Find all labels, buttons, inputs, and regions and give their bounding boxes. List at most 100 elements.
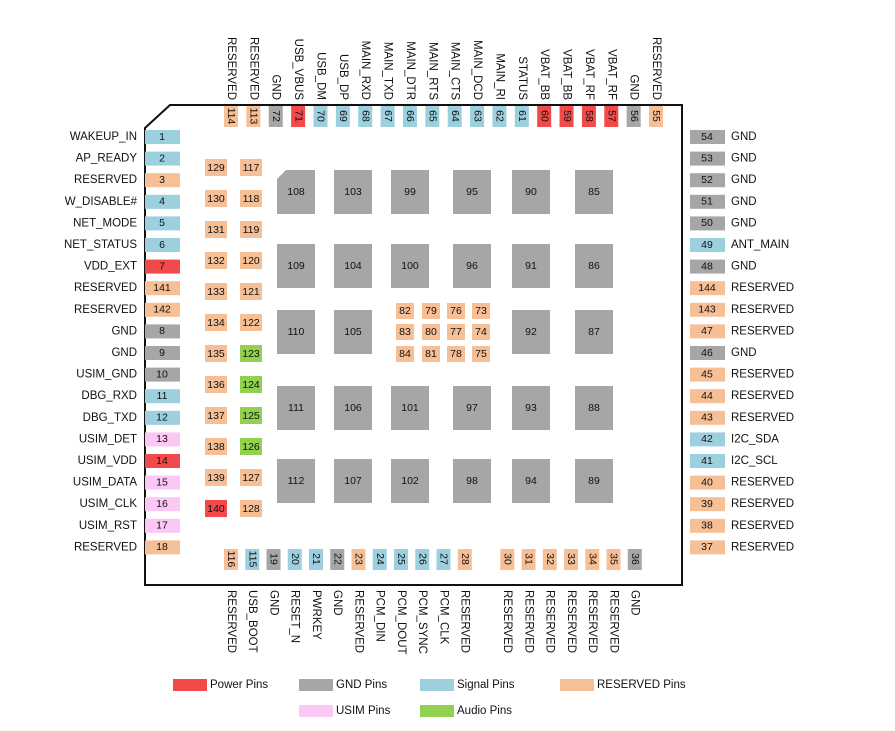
pin-label: USB_DM — [314, 52, 326, 100]
pad-number: 105 — [344, 326, 362, 338]
pin-box — [690, 367, 725, 382]
pad-number: 101 — [401, 402, 419, 414]
pin-number: 139 — [207, 472, 225, 484]
ground-pad — [575, 244, 613, 288]
pin-label: USIM_VDD — [78, 455, 137, 467]
pin-box — [224, 106, 238, 127]
pin-box — [457, 549, 472, 570]
pin-number: 131 — [207, 224, 225, 236]
ground-pad — [391, 386, 429, 430]
pin-box — [564, 549, 579, 570]
pin-number: 49 — [701, 239, 713, 251]
small-pad — [472, 324, 490, 340]
pin-label: MAIN_RI — [493, 53, 505, 100]
legend-label: Audio Pins — [457, 705, 512, 717]
pad-number: 104 — [344, 260, 362, 272]
pin-box — [145, 324, 180, 339]
pin-number: 138 — [207, 441, 225, 453]
pin-number: 33 — [565, 553, 577, 565]
pin-box — [521, 549, 536, 570]
pin-number: 12 — [156, 412, 168, 424]
pin-box — [690, 497, 725, 512]
pin-number: 127 — [242, 472, 260, 484]
inner-pin — [240, 376, 262, 393]
pin-label: RESERVED — [731, 325, 794, 337]
pin-number: 41 — [701, 455, 713, 467]
pad-number: 97 — [466, 402, 478, 414]
pin-label: GND — [731, 196, 757, 208]
inner-pin — [240, 469, 262, 486]
pin-label: MAIN_DCD — [471, 40, 483, 100]
pad-number: 79 — [425, 305, 437, 317]
pin-number: 69 — [337, 110, 349, 122]
ground-pad — [453, 244, 491, 288]
pin-number: 11 — [157, 390, 168, 402]
ground-pad — [391, 170, 429, 214]
pin-box — [145, 389, 180, 404]
pin-box — [145, 497, 180, 512]
pin-label: RESERVED — [522, 590, 534, 653]
legend-label: Signal Pins — [457, 679, 515, 691]
pin-box — [690, 389, 725, 404]
pin-label: RESERVED — [74, 282, 137, 294]
pin-box — [690, 259, 725, 274]
pin-label: ANT_MAIN — [731, 239, 789, 251]
pin-box — [268, 106, 283, 127]
pin-label: GND — [111, 347, 137, 359]
pin-label: RESERVED — [74, 541, 137, 553]
pin-box — [145, 302, 180, 317]
pin-box — [447, 106, 462, 127]
pin-number: 23 — [353, 553, 365, 565]
pad-number: 75 — [475, 348, 487, 360]
pad-number: 78 — [450, 348, 462, 360]
pin-label: RESERVED — [501, 590, 513, 653]
pin-label: RESERVED — [247, 37, 259, 100]
inner-pin — [205, 283, 227, 300]
pin-number: 143 — [698, 304, 716, 316]
pin-label: GND — [331, 590, 343, 616]
pad-number: 81 — [425, 348, 437, 360]
pin-label: MAIN_RXD — [359, 41, 371, 100]
inner-pin — [240, 345, 262, 362]
pad-number: 87 — [588, 326, 600, 338]
small-pad — [422, 346, 440, 362]
pin-number: 10 — [156, 368, 168, 380]
pin-label: MAIN_TXD — [382, 42, 394, 100]
ground-pad — [277, 310, 315, 354]
pin-number: 133 — [207, 286, 225, 298]
pin-label: MAIN_DTR — [404, 41, 416, 100]
pin-number: 1 — [159, 131, 165, 143]
pin-box — [358, 106, 373, 127]
pin-number: 137 — [207, 410, 225, 422]
pin-label: DBG_TXD — [83, 412, 137, 424]
pad-number: 103 — [344, 186, 362, 198]
pin-number: 53 — [701, 152, 713, 164]
ground-pad — [334, 170, 372, 214]
pad-number: 99 — [404, 186, 416, 198]
pin-box — [145, 475, 180, 490]
pin-number: 67 — [382, 110, 394, 122]
small-pad — [422, 324, 440, 340]
pin-number: 36 — [629, 553, 641, 565]
legend-label: Power Pins — [210, 679, 268, 691]
pin-box — [690, 238, 725, 252]
pin-number: 65 — [427, 110, 439, 122]
pin-label: GND — [731, 153, 757, 165]
pin-box — [372, 549, 387, 570]
pin-box — [145, 432, 180, 447]
pin-label: PWRKEY — [310, 590, 322, 640]
ground-pad — [575, 386, 613, 430]
pin-number: 42 — [701, 433, 713, 445]
pin-box — [330, 549, 345, 570]
pin-label: USIM_GND — [76, 369, 137, 381]
pin-number: 60 — [538, 110, 550, 122]
pin-number: 68 — [359, 110, 371, 122]
ground-pad — [512, 244, 550, 288]
pin-box — [627, 549, 642, 570]
inner-pin — [205, 221, 227, 238]
pin-box — [145, 454, 180, 468]
pin-number: 72 — [270, 110, 282, 122]
pin-number: 24 — [374, 553, 386, 565]
ground-pad — [512, 459, 550, 503]
ground-pad — [575, 170, 613, 214]
